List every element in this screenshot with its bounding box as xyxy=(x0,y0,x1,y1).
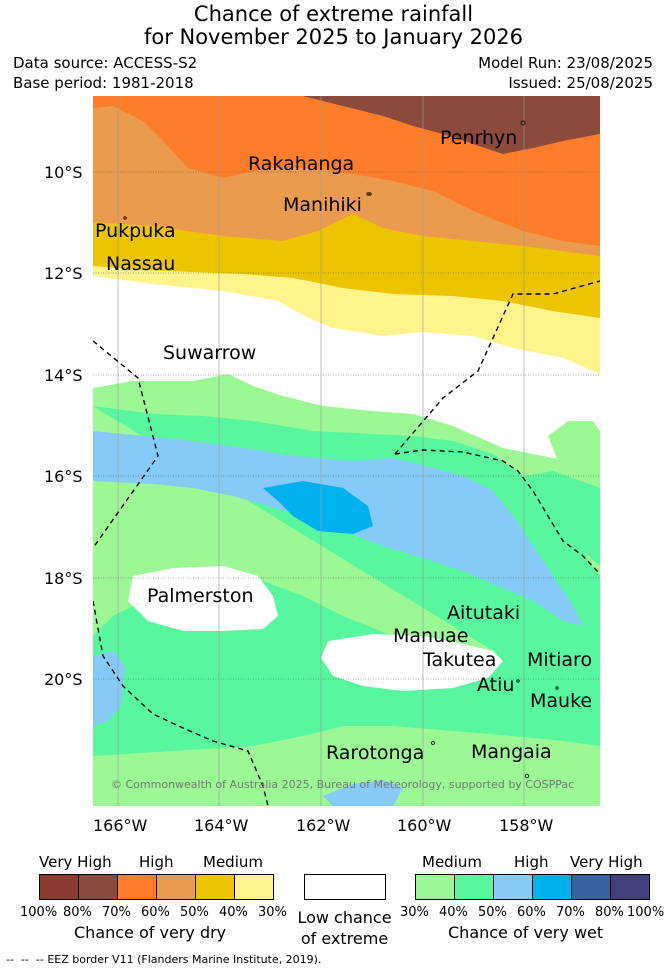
manihiki-marker xyxy=(368,192,372,196)
legend-dry-tick-50: 50% xyxy=(180,905,209,920)
legend-wet-high: High xyxy=(514,853,549,871)
rainfall-map: Penrhyn Rakahanga Manihiki Pukpuka Nassa… xyxy=(93,96,600,806)
lat-label-16s: 16°S xyxy=(44,467,83,486)
lat-label-12s: 12°S xyxy=(44,264,83,283)
label-mangaia: Mangaia xyxy=(471,741,552,763)
label-atiu: Atiu xyxy=(477,674,514,696)
lat-gridlines xyxy=(93,171,600,680)
map-title-line2: for November 2025 to January 2026 xyxy=(143,25,524,49)
eez-note-text: EEZ border V11 (Flanders Marine Institut… xyxy=(47,953,322,966)
legend-wet-swatch-1 xyxy=(416,875,455,899)
issued-date: Issued: 25/08/2025 xyxy=(508,74,653,92)
penrhyn-marker xyxy=(520,120,526,126)
mauke-marker xyxy=(555,686,559,690)
lat-label-14s: 14°S xyxy=(44,366,83,385)
eez-dash-sample: -- -- -- xyxy=(6,953,44,966)
legend-dry-tick-70: 70% xyxy=(102,905,131,920)
legend-wet-swatch-6 xyxy=(611,875,649,899)
region-wet-60-70 xyxy=(263,481,373,534)
region-dry-70-80 xyxy=(303,96,600,154)
label-rakahanga: Rakahanga xyxy=(248,153,354,175)
legend-dry-very-high: Very High xyxy=(39,853,112,871)
region-low-palmerston xyxy=(128,566,278,631)
legend-wet-swatch-2 xyxy=(455,875,494,899)
legend-dry-medium: Medium xyxy=(203,853,263,871)
atiu-marker xyxy=(516,679,520,683)
legend-wet-tick-100: 100% xyxy=(627,905,665,920)
eez-border xyxy=(93,280,600,806)
map-canvas: Penrhyn Rakahanga Manihiki Pukpuka Nassa… xyxy=(93,96,600,806)
lon-label-158w: 158°W xyxy=(499,816,554,835)
legend-low-caption-1: Low chance xyxy=(297,908,392,927)
legend-wet-very-high: Very High xyxy=(570,853,643,871)
legend-wet-swatch-3 xyxy=(494,875,533,899)
legend-wet-tick-70: 70% xyxy=(556,905,585,920)
data-source: Data source: ACCESS-S2 xyxy=(13,54,198,72)
mangaia-marker xyxy=(524,773,530,779)
rarotonga-marker xyxy=(431,741,435,745)
legend-wet-swatch-4 xyxy=(533,875,572,899)
legend-dry-swatch-4 xyxy=(157,875,196,899)
island-markers xyxy=(123,120,559,779)
label-palmerston: Palmerston xyxy=(147,585,254,607)
legend-low-caption-2: of extreme xyxy=(300,929,389,948)
legend-dry-high: High xyxy=(139,853,174,871)
legend-dry-swatch-6 xyxy=(235,875,273,899)
label-rarotonga: Rarotonga xyxy=(326,742,424,764)
label-aitutaki: Aitutaki xyxy=(447,602,520,624)
lon-gridlines xyxy=(117,96,525,806)
copyright-text: © Commonwealth of Australia 2025, Bureau… xyxy=(111,778,574,791)
label-penrhyn: Penrhyn xyxy=(440,127,517,149)
legend-dry-tick-60: 60% xyxy=(141,905,170,920)
legend-wet-tick-30: 30% xyxy=(400,905,429,920)
legend-dry-scale xyxy=(39,874,274,900)
legend-dry-caption: Chance of very dry xyxy=(74,923,227,942)
lon-label-162w: 162°W xyxy=(296,816,351,835)
label-manuae: Manuae xyxy=(393,625,468,647)
pukpuka-marker xyxy=(123,216,127,220)
legend-wet-tick-60: 60% xyxy=(517,905,546,920)
label-nassau: Nassau xyxy=(106,253,175,275)
legend-low-swatch xyxy=(304,874,386,900)
label-mauke: Mauke xyxy=(530,690,592,712)
island-labels: Penrhyn Rakahanga Manihiki Pukpuka Nassa… xyxy=(95,127,592,764)
model-run: Model Run: 23/08/2025 xyxy=(478,54,653,72)
map-title-line1: Chance of extreme rainfall xyxy=(193,2,474,26)
label-pukpuka: Pukpuka xyxy=(95,220,176,242)
lat-label-18s: 18°S xyxy=(44,569,83,588)
legend-wet-tick-40: 40% xyxy=(439,905,468,920)
lat-label-10s: 10°S xyxy=(44,163,83,182)
region-wet-patch-east xyxy=(548,421,600,481)
legend-wet-tick-80: 80% xyxy=(595,905,624,920)
label-takutea: Takutea xyxy=(422,649,496,671)
legend-wet-scale xyxy=(415,874,650,900)
region-wet-bottom-blue xyxy=(323,780,403,806)
legend-dry-swatch-1 xyxy=(40,875,79,899)
legend-dry-swatch-5 xyxy=(196,875,235,899)
legend-dry-tick-100: 100% xyxy=(20,905,58,920)
legend-wet-caption: Chance of very wet xyxy=(448,923,604,942)
legend-wet-tick-50: 50% xyxy=(478,905,507,920)
lon-label-164w: 164°W xyxy=(194,816,249,835)
legend-dry-tick-40: 40% xyxy=(219,905,248,920)
label-suwarrow: Suwarrow xyxy=(163,342,256,364)
legend-wet-swatch-5 xyxy=(572,875,611,899)
lon-label-160w: 160°W xyxy=(397,816,452,835)
region-low-cook-south xyxy=(321,634,503,691)
lon-label-166w: 166°W xyxy=(93,816,148,835)
lat-label-20s: 20°S xyxy=(44,670,83,689)
legend-dry-tick-80: 80% xyxy=(63,905,92,920)
region-low-west-patch xyxy=(93,651,125,726)
legend-dry-swatch-2 xyxy=(79,875,118,899)
label-manihiki: Manihiki xyxy=(283,194,362,216)
base-period: Base period: 1981-2018 xyxy=(13,74,194,92)
legend-dry-tick-30: 30% xyxy=(258,905,287,920)
region-wet-bottom-south xyxy=(93,726,600,806)
label-mitiaro: Mitiaro xyxy=(527,649,592,671)
legend-wet-medium: Medium xyxy=(422,853,482,871)
eez-footer-note: -- -- -- EEZ border V11 (Flanders Marine… xyxy=(6,953,321,966)
legend-dry-swatch-3 xyxy=(118,875,157,899)
